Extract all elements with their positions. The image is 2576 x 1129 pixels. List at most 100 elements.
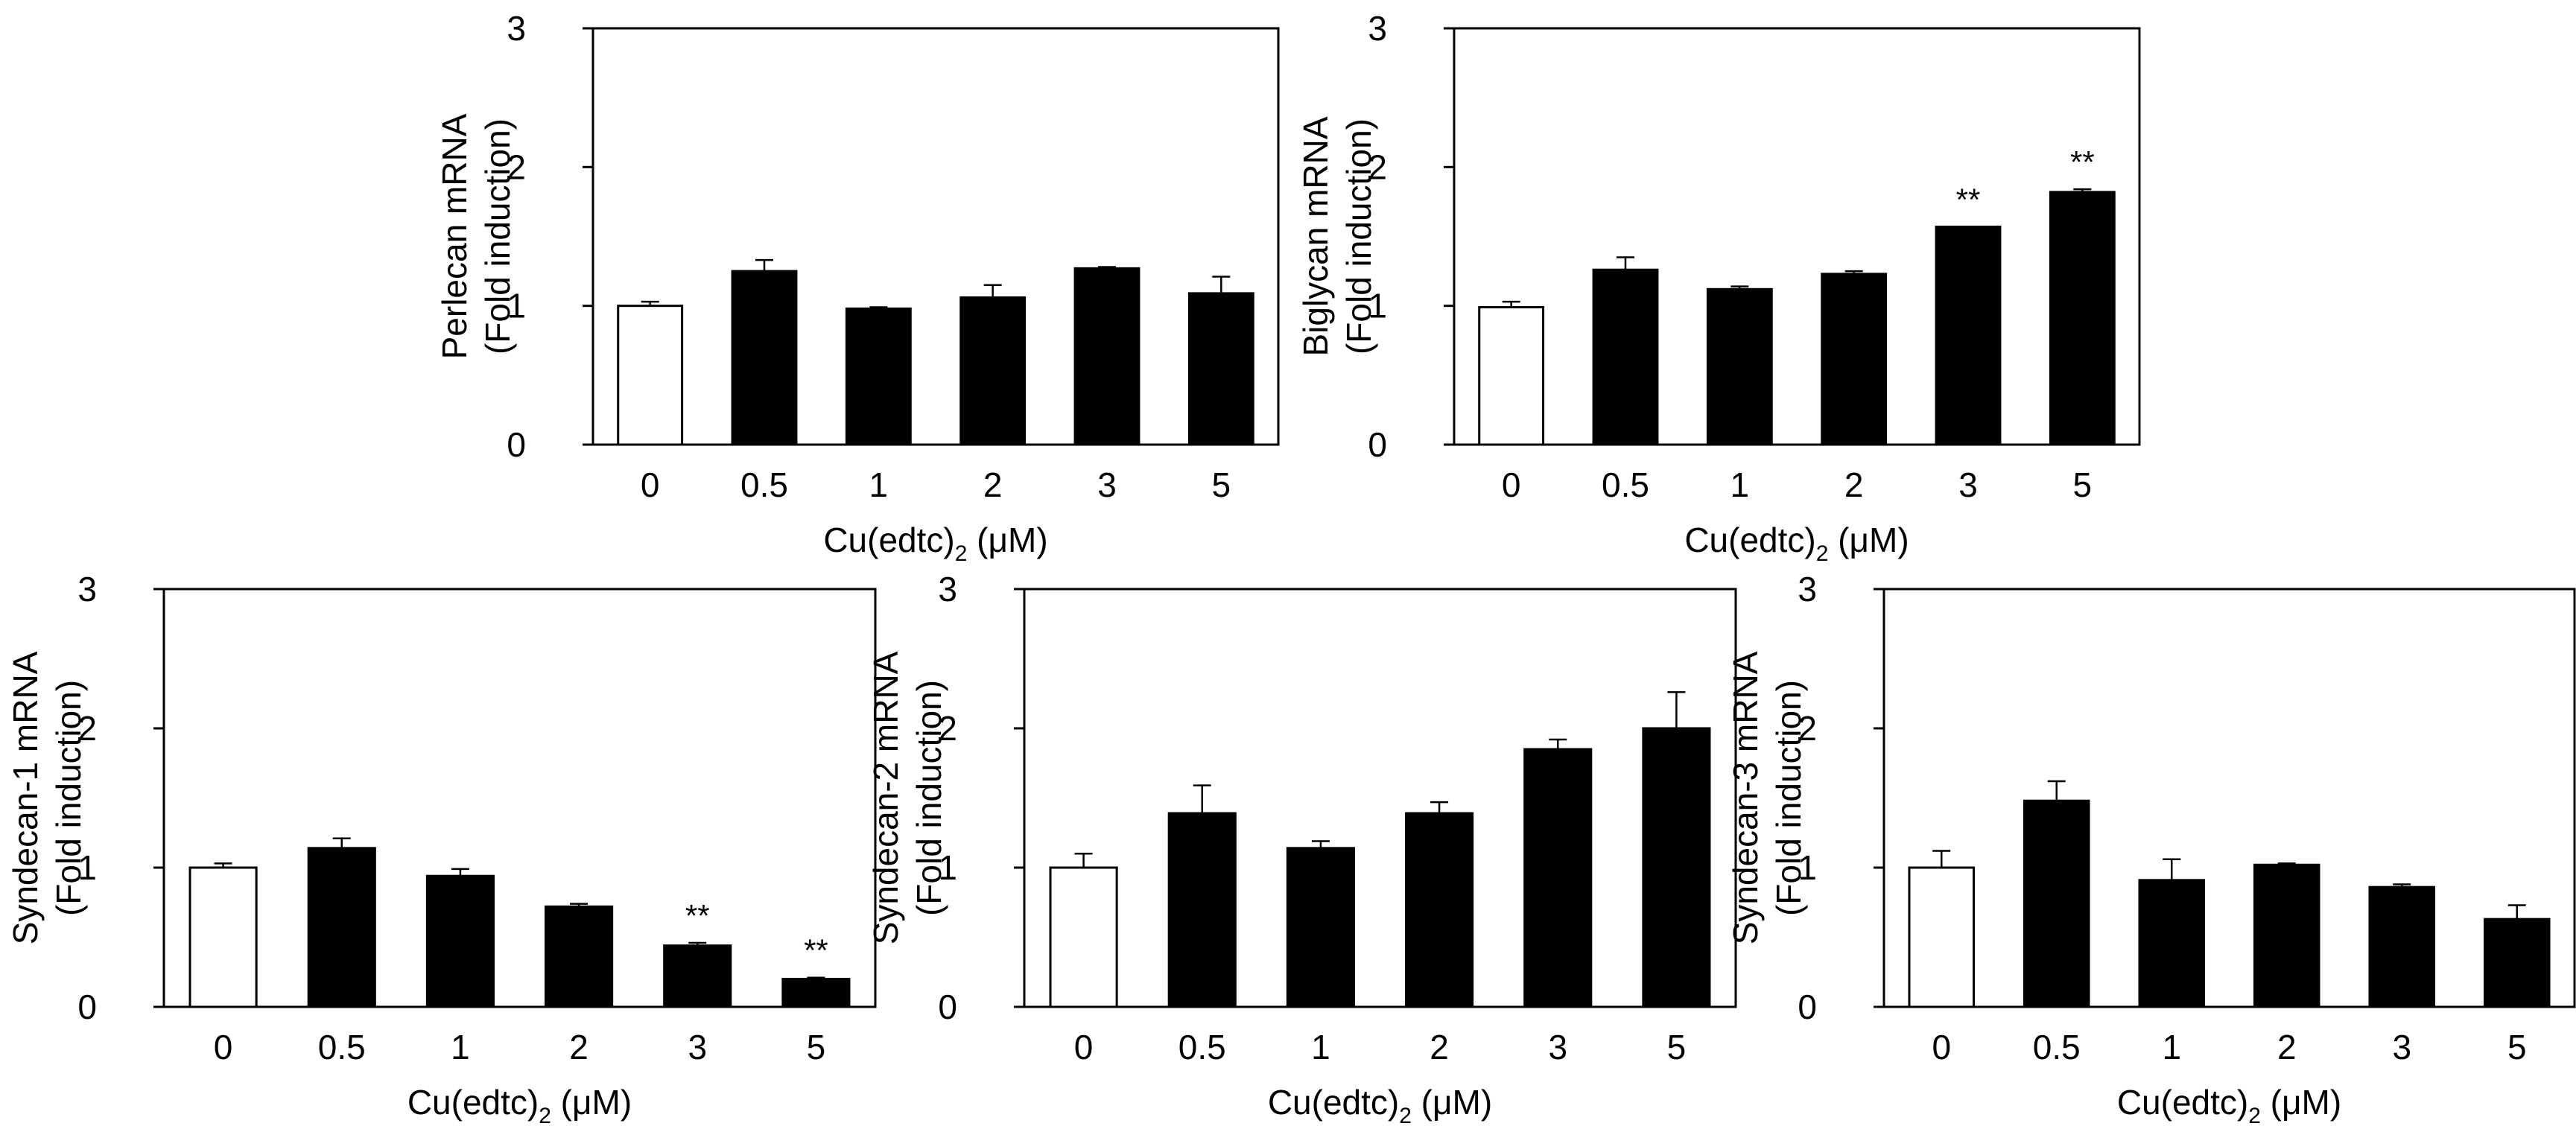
x-axis-title: Cu(edtc)2 (μM) [823, 521, 1047, 566]
bar-5 [2483, 917, 2551, 1008]
x-axis-title-subscript: 2 [955, 541, 968, 566]
x-tick-label: 3 [1548, 1028, 1567, 1066]
bar-5 [1642, 727, 1711, 1008]
bar-1 [1286, 847, 1355, 1008]
x-axis-title: Cu(edtc)2 (μM) [1268, 1083, 1492, 1128]
y-tick-label: 3 [77, 570, 97, 608]
chart-panel-syndecan1: 0 1 2 3 0 0.5 1 2 ** 3 ** 5 Cu(edtc)2 (μM) Syndecan-1… [6, 570, 877, 1128]
significance-marker: ** [1956, 182, 1981, 217]
x-tick-label: 0 [1932, 1028, 1951, 1066]
y-tick-label: 0 [1798, 988, 1817, 1026]
bar-0 [617, 305, 684, 446]
x-axis-title-unit: (μM) [967, 521, 1047, 559]
x-tick-label: 5 [1667, 1028, 1687, 1066]
y-tick-label: 2 [938, 709, 957, 748]
y-axis-title-line2: (Fold induction) [1339, 118, 1378, 354]
y-axis-title-line1: Syndecan-3 mRNA [1726, 651, 1765, 944]
y-axis-title-line2: (Fold induction) [1769, 680, 1808, 916]
x-tick-label: 3 [1958, 465, 1978, 504]
bar-5 [2049, 191, 2116, 446]
x-axis-title-main: Cu(edtc) [823, 521, 954, 559]
y-tick-label: 2 [1798, 709, 1817, 748]
plot-frame [1453, 27, 2141, 446]
y-tick-label: 0 [1368, 425, 1387, 464]
bar-1 [845, 307, 912, 446]
y-axis-title-line2: (Fold induction) [910, 680, 948, 916]
bar-0 [1908, 866, 1976, 1008]
y-tick-label: 0 [77, 988, 97, 1026]
plot-frame [591, 27, 1280, 446]
y-tick-label: 0 [938, 988, 957, 1026]
x-tick-label: 1 [869, 465, 889, 504]
x-axis-title-subscript: 2 [539, 1104, 551, 1128]
y-tick-label: 3 [938, 570, 957, 608]
y-axis-title-line1: Biglycan mRNA [1296, 116, 1335, 356]
x-tick-label: 2 [569, 1028, 589, 1066]
y-tick-label: 1 [77, 848, 97, 887]
x-axis-title-subscript: 2 [1816, 541, 1829, 566]
x-axis-title-main: Cu(edtc) [2117, 1083, 2248, 1122]
x-tick-label: 5 [2507, 1028, 2527, 1066]
plot-frame [162, 588, 877, 1008]
bar-1 [425, 874, 495, 1008]
x-axis-title-unit: (μM) [2261, 1083, 2341, 1122]
bar-1 [1706, 287, 1773, 446]
bar-5 [1187, 292, 1254, 446]
x-tick-label: 0 [641, 465, 660, 504]
y-axis-title-line1: Syndecan-1 mRNA [6, 651, 45, 944]
x-axis-title-subscript: 2 [2248, 1104, 2261, 1128]
chart-panel-syndecan2: 0 1 2 3 0 0.5 1 2 3 5 Cu(edtc)2 (μM) Syndecan-2 mRN… [866, 570, 1737, 1128]
x-tick-label: 1 [1730, 465, 1750, 504]
x-tick-label: 0.5 [1178, 1028, 1226, 1066]
x-tick-label: 2 [1430, 1028, 1449, 1066]
x-tick-label: 3 [688, 1028, 707, 1066]
x-tick-label: 0 [1074, 1028, 1094, 1066]
x-tick-label: 3 [1097, 465, 1117, 504]
bar-2 [959, 296, 1027, 446]
y-tick-label: 2 [507, 147, 526, 186]
y-tick-label: 3 [1368, 9, 1387, 48]
bar-5 [781, 978, 851, 1008]
x-tick-label: 1 [2162, 1028, 2181, 1066]
x-axis-title-unit: (μM) [1828, 521, 1909, 559]
y-tick-label: 2 [77, 709, 97, 748]
x-axis-title-main: Cu(edtc) [1268, 1083, 1399, 1122]
bar-2 [545, 905, 614, 1008]
bar-0.5 [307, 847, 376, 1008]
x-tick-label: 2 [983, 465, 1003, 504]
x-tick-label: 5 [1212, 465, 1231, 504]
bar-2 [1821, 273, 1888, 446]
bar-3 [2368, 885, 2436, 1008]
significance-marker: ** [685, 898, 710, 933]
y-tick-label: 1 [938, 848, 957, 887]
plot-frame [1023, 588, 1737, 1008]
bar-0 [188, 866, 258, 1008]
y-axis-title-line2: (Fold induction) [478, 118, 517, 354]
bar-0.5 [731, 270, 798, 446]
x-tick-label: 0 [214, 1028, 233, 1066]
x-tick-label: 1 [1311, 1028, 1330, 1066]
x-tick-label: 0.5 [740, 465, 788, 504]
significance-marker: ** [804, 933, 828, 968]
bar-3 [1523, 748, 1593, 1008]
bar-0.5 [2023, 799, 2090, 1008]
bar-3 [1073, 267, 1141, 446]
y-axis-title-line1: Syndecan-2 mRNA [866, 651, 905, 944]
x-tick-label: 2 [2277, 1028, 2297, 1066]
x-tick-label: 3 [2392, 1028, 2411, 1066]
x-axis-title: Cu(edtc)2 (μM) [407, 1083, 632, 1128]
x-axis-title-main: Cu(edtc) [1684, 521, 1815, 559]
x-tick-label: 5 [807, 1028, 826, 1066]
y-axis-title-line1: Perlecan mRNA [435, 113, 474, 359]
x-tick-label: 0.5 [318, 1028, 366, 1066]
significance-marker: ** [2070, 144, 2095, 179]
bar-3 [663, 944, 732, 1008]
x-axis-title: Cu(edtc)2 (μM) [1684, 521, 1909, 566]
x-axis-title-main: Cu(edtc) [407, 1083, 539, 1122]
x-tick-label: 1 [451, 1028, 470, 1066]
bar-1 [2138, 879, 2206, 1008]
y-tick-label: 3 [1798, 570, 1817, 608]
bar-0.5 [1167, 812, 1237, 1008]
